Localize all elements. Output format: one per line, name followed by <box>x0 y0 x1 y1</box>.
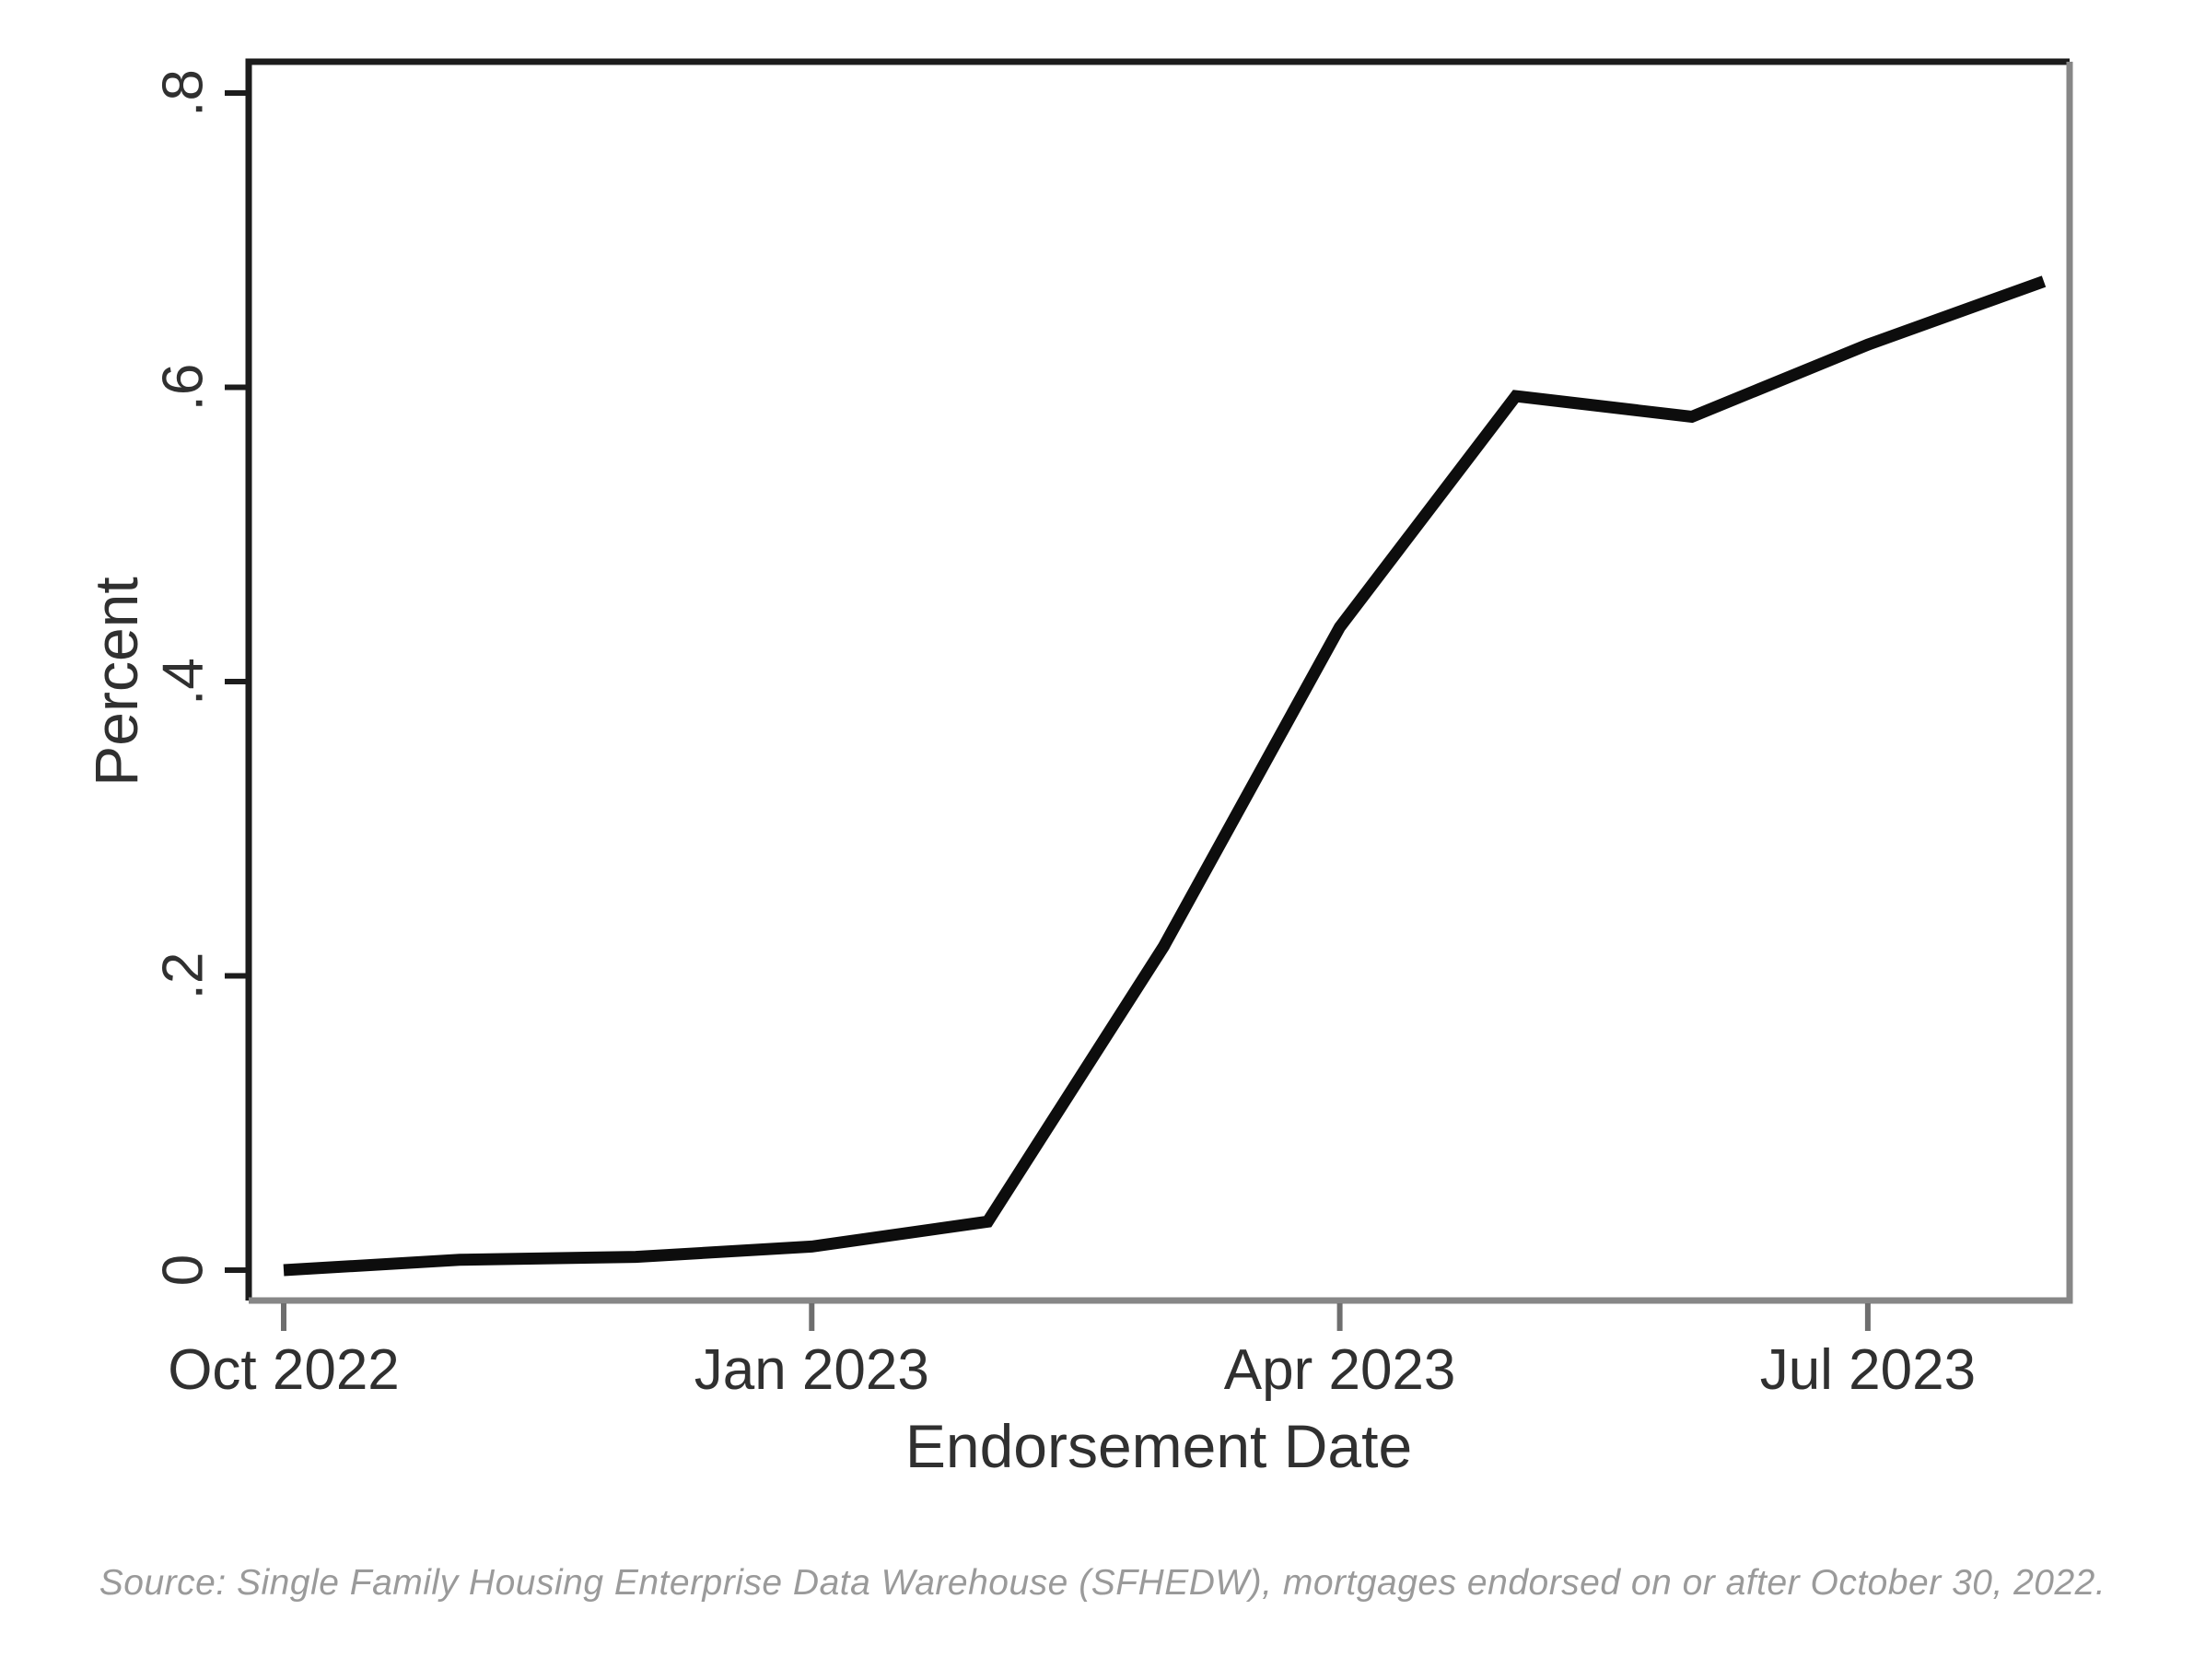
y-axis-tick-label: .4 <box>152 658 216 706</box>
x-axis-title: Endorsement Date <box>905 1412 1412 1480</box>
x-axis-tick-label: Jan 2023 <box>694 1338 929 1402</box>
y-axis-tick-label: .8 <box>152 69 216 117</box>
y-axis-title: Percent <box>82 577 150 786</box>
y-axis-tick-label: .2 <box>152 952 216 1000</box>
plot-frame-top-left <box>245 58 2070 1301</box>
chart-generated-content: 0 .2 .4 .6 .8 Oct 2022 Jan 2023 Apr 2023 Jul 202… <box>82 69 2047 1480</box>
series-line <box>283 275 2047 1277</box>
x-axis-tick-label: Jul 2023 <box>1760 1338 1976 1402</box>
y-axis-tick-label: .6 <box>152 364 216 412</box>
x-axis-tick-label: Apr 2023 <box>1224 1338 1456 1402</box>
plot-frame-bottom-right <box>249 62 2073 1304</box>
x-axis-tick-label: Oct 2022 <box>168 1338 400 1402</box>
y-axis-tick-label: 0 <box>152 1254 216 1286</box>
source-note: Source: Single Family Housing Enterprise… <box>99 1563 2106 1603</box>
